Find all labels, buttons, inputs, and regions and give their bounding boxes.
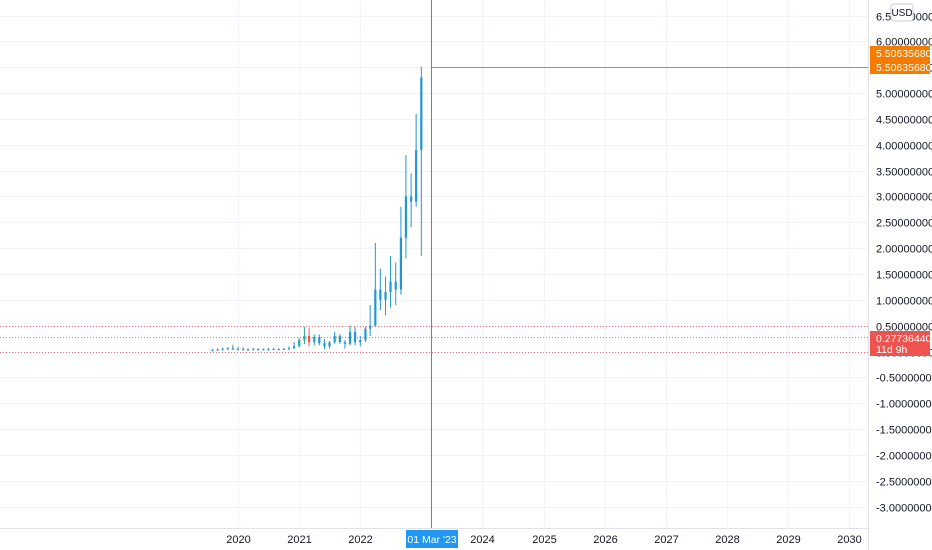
candle-body: [272, 348, 275, 350]
candle-body: [328, 342, 331, 347]
y-tick-label: 3.50000000: [876, 167, 932, 179]
crosshair-date-tag-bg: [406, 530, 458, 548]
last-price-tag: 0.27736440 11d 9h: [870, 331, 932, 356]
candle-body: [277, 348, 280, 350]
y-tick-label: 3.00000000: [876, 192, 932, 204]
time-axis[interactable]: 2020 2021 2022 2024 2025 2026 2027 2028 2029 2030: [226, 534, 861, 546]
x-tick-label: 2020: [226, 534, 250, 546]
price-axis[interactable]: 6.500000006.000000005.500000005.00000000…: [876, 12, 932, 515]
y-tick-label: -3.00000000: [876, 503, 932, 515]
last-price-value: 0.27736440: [876, 333, 932, 345]
y-tick-label: 2.00000000: [876, 244, 932, 256]
currency-label: USD: [891, 8, 912, 19]
candle-body: [374, 289, 377, 326]
candle-body: [394, 281, 397, 290]
candle-body: [359, 340, 362, 343]
x-tick-label: 2027: [654, 534, 678, 546]
last-price-countdown: 11d 9h: [876, 344, 907, 356]
candle-body: [307, 335, 311, 343]
last-price-tag-bg: [870, 331, 930, 356]
candle-body: [236, 348, 240, 350]
grid: [0, 0, 868, 528]
x-tick-label: 2030: [837, 534, 861, 546]
horizontal-lines: [0, 67, 868, 353]
candle-body: [410, 196, 413, 202]
candle-body: [338, 335, 341, 343]
candle-body: [262, 349, 265, 351]
x-tick-label: 2028: [715, 534, 739, 546]
crosshair-price-tag: 5.50635680: [870, 46, 932, 60]
y-tick-label: 4.00000000: [876, 141, 932, 153]
x-tick-label: 2024: [470, 534, 494, 546]
candle-body: [415, 149, 418, 202]
candle-body: [242, 348, 245, 350]
y-tick-label: 2.50000000: [876, 218, 932, 230]
y-tick-label: 4.50000000: [876, 115, 932, 127]
candle-body: [287, 348, 291, 350]
candle-body: [333, 335, 336, 343]
candle-body: [231, 348, 234, 350]
x-tick-label: 2022: [348, 534, 372, 546]
price-line-tag-bg: [870, 60, 930, 74]
candle-body: [292, 346, 296, 349]
y-tick-label: 5.00000000: [876, 89, 932, 101]
y-tick-label: 0.50000000: [876, 322, 932, 334]
y-tick-label: -1.00000000: [876, 399, 932, 411]
candle-body: [221, 348, 224, 350]
candle-body: [216, 349, 219, 351]
price-line-tag-text: 5.50635680: [876, 62, 932, 74]
candle-body: [226, 348, 229, 350]
y-tick-label: -0.50000000: [876, 373, 932, 385]
x-tick-label: 2029: [776, 534, 800, 546]
candle-body: [313, 337, 316, 343]
y-tick-label: -2.50000000: [876, 477, 932, 489]
y-tick-label: 1.50000000: [876, 270, 932, 282]
y-tick-label: -2.00000000: [876, 451, 932, 463]
currency-badge[interactable]: USD: [890, 3, 914, 22]
candle-body: [246, 349, 250, 351]
crosshair-price-tag-bg: [870, 46, 930, 60]
y-tick-label: 1.00000000: [876, 296, 932, 308]
candle-body: [282, 348, 285, 350]
candle-body: [257, 348, 260, 350]
x-tick-label: 2021: [287, 534, 311, 546]
crosshair-date-label: 01 Mar '23: [407, 534, 456, 546]
crosshair-price-tag-text: 5.50635680: [876, 48, 932, 60]
crosshair-date-tag: 01 Mar '23: [406, 530, 458, 548]
candle-body: [420, 77, 423, 150]
candle-body: [389, 281, 392, 293]
candle-body: [364, 328, 367, 341]
candle-body: [379, 289, 382, 300]
candle-body: [399, 237, 403, 290]
candle-body: [303, 335, 306, 341]
price-line-tag: 5.50635680: [870, 60, 932, 74]
y-tick-label: -1.50000000: [876, 425, 932, 437]
candle-body: [298, 340, 301, 347]
x-tick-label: 2026: [593, 534, 617, 546]
candle-body: [348, 331, 352, 344]
candle-body: [267, 348, 270, 350]
candle-body: [353, 331, 357, 343]
candle-body: [323, 343, 326, 347]
y-tick-label: 6.00000000: [876, 37, 932, 49]
candle-body: [211, 349, 214, 351]
candle-body: [343, 342, 346, 344]
candle-body: [369, 325, 372, 329]
candle-body: [384, 292, 387, 300]
candle-body: [252, 348, 255, 350]
candle-body: [404, 196, 408, 238]
x-tick-label: 2025: [532, 534, 556, 546]
currency-badge-bg: [890, 3, 914, 22]
candles: [211, 66, 423, 352]
candle-body: [318, 337, 321, 344]
